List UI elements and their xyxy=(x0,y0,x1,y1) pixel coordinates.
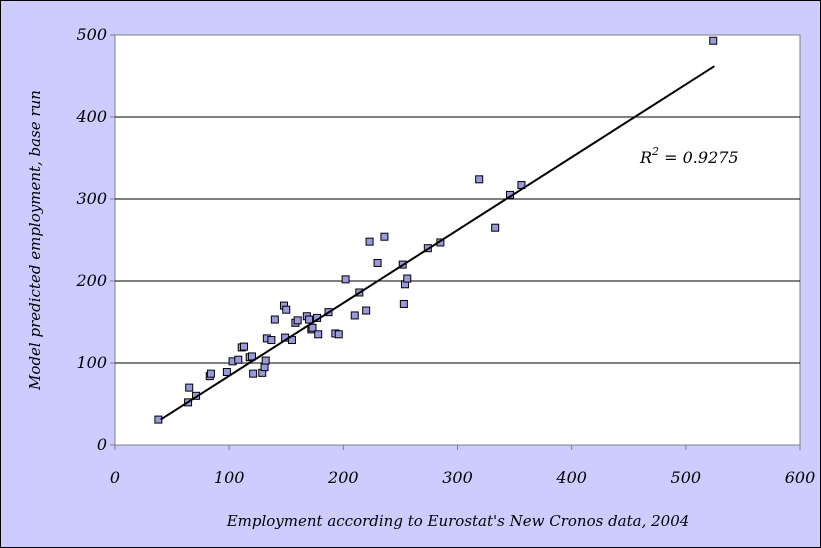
data-point xyxy=(282,305,291,314)
y-axis-label: Model predicted employment, base run xyxy=(26,90,44,391)
y-tick-label: 500 xyxy=(76,25,107,44)
data-point xyxy=(399,299,408,308)
data-point xyxy=(365,237,374,246)
data-point xyxy=(293,316,302,325)
y-tick-label: 100 xyxy=(76,353,107,372)
x-tick-label: 200 xyxy=(327,468,359,487)
y-tick-label: 400 xyxy=(75,107,107,126)
x-tick-label: 400 xyxy=(555,468,587,487)
data-point xyxy=(475,175,484,184)
data-point xyxy=(362,306,371,315)
y-tick-label: 0 xyxy=(97,435,107,454)
data-point xyxy=(206,369,215,378)
x-tick-label: 300 xyxy=(442,468,473,487)
data-point xyxy=(350,311,359,320)
data-point xyxy=(267,336,276,345)
data-points xyxy=(154,36,718,424)
y-tick-label: 200 xyxy=(75,271,107,290)
data-point xyxy=(249,369,258,378)
data-point xyxy=(222,368,231,377)
data-point xyxy=(373,258,382,267)
data-point xyxy=(305,315,314,324)
x-tick-label: 0 xyxy=(110,468,120,487)
data-point xyxy=(334,330,343,339)
data-point xyxy=(270,315,279,324)
r-squared-label: R2 = 0.9275 xyxy=(639,145,739,167)
data-point xyxy=(185,383,194,392)
data-point xyxy=(240,342,249,351)
y-tick-label: 300 xyxy=(76,189,107,208)
y-axis-ticks: 0 100 200 300 400 500 xyxy=(75,25,115,454)
data-point xyxy=(261,356,270,365)
trendline xyxy=(160,65,715,421)
x-axis-ticks: 0 100 200 300 400 500 600 xyxy=(110,445,815,487)
data-point xyxy=(491,223,500,232)
data-point xyxy=(341,275,350,284)
data-point xyxy=(403,274,412,283)
data-point xyxy=(709,36,718,45)
data-point xyxy=(234,355,243,364)
data-point xyxy=(380,232,389,241)
x-tick-label: 600 xyxy=(785,468,816,487)
x-tick-label: 100 xyxy=(214,468,245,487)
x-tick-label: 500 xyxy=(671,468,702,487)
data-point xyxy=(260,363,269,372)
data-point xyxy=(248,352,256,361)
data-point xyxy=(314,330,323,339)
data-point xyxy=(308,323,317,332)
x-axis-label: Employment according to Eurostat's New C… xyxy=(226,512,690,530)
